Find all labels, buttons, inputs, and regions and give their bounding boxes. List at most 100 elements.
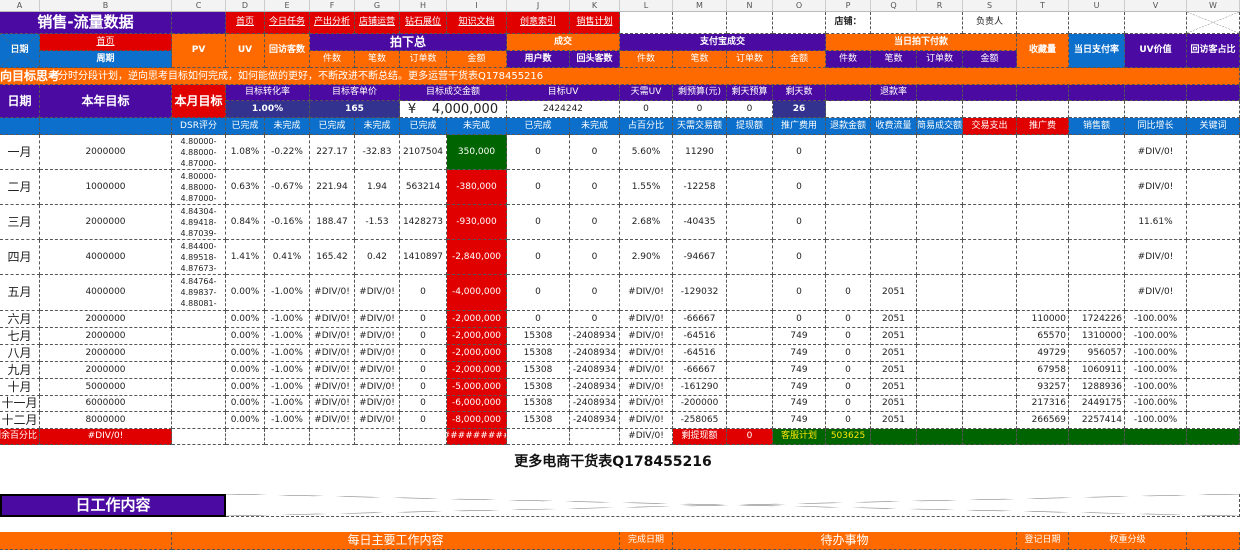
data-cell[interactable]: -0.67% bbox=[265, 170, 310, 205]
column-header[interactable]: P bbox=[826, 0, 871, 12]
data-cell[interactable]: 2107504 bbox=[400, 135, 447, 170]
data-cell[interactable]: #DIV/0! bbox=[620, 379, 673, 396]
data-cell[interactable]: -200000 bbox=[673, 396, 727, 412]
data-cell[interactable] bbox=[963, 311, 1017, 328]
data-cell[interactable]: #DIV/0! bbox=[355, 311, 400, 328]
data-cell[interactable]: 749 bbox=[773, 379, 826, 396]
data-cell[interactable]: 0 bbox=[507, 311, 570, 328]
data-cell[interactable] bbox=[727, 240, 773, 275]
data-cell[interactable]: -380,000 bbox=[447, 170, 507, 205]
data-cell[interactable]: 0 bbox=[507, 275, 570, 311]
data-cell[interactable]: 0.00% bbox=[226, 275, 265, 311]
nav-link[interactable]: 首页 bbox=[226, 12, 265, 34]
data-cell[interactable] bbox=[1017, 275, 1069, 311]
data-cell[interactable]: 2051 bbox=[871, 275, 917, 311]
data-cell[interactable]: 1060911 bbox=[1069, 362, 1125, 379]
data-cell[interactable]: 0 bbox=[773, 275, 826, 311]
data-cell[interactable] bbox=[1187, 396, 1240, 412]
data-cell[interactable]: 0.84% bbox=[226, 205, 265, 240]
data-cell[interactable]: -64516 bbox=[673, 328, 727, 345]
data-cell[interactable]: -1.53 bbox=[355, 205, 400, 240]
year-target-cell[interactable]: 2000000 bbox=[40, 328, 172, 345]
data-cell[interactable] bbox=[727, 205, 773, 240]
column-header[interactable]: T bbox=[1017, 0, 1069, 12]
data-cell[interactable]: -4,000,000 bbox=[447, 275, 507, 311]
data-cell[interactable]: #DIV/0! bbox=[310, 362, 355, 379]
data-cell[interactable]: -100.00% bbox=[1125, 396, 1187, 412]
data-cell[interactable]: 956057 bbox=[1069, 345, 1125, 362]
data-cell[interactable]: 0.63% bbox=[226, 170, 265, 205]
data-cell[interactable] bbox=[1069, 240, 1125, 275]
data-cell[interactable]: -100.00% bbox=[1125, 412, 1187, 429]
data-cell[interactable] bbox=[917, 170, 963, 205]
column-header[interactable]: L bbox=[620, 0, 673, 12]
home-link[interactable]: 首页 bbox=[40, 34, 172, 51]
data-cell[interactable]: -100.00% bbox=[1125, 345, 1187, 362]
data-cell[interactable] bbox=[917, 275, 963, 311]
data-cell[interactable]: 0 bbox=[570, 240, 620, 275]
data-cell[interactable]: #DIV/0! bbox=[355, 275, 400, 311]
data-cell[interactable]: 4.84304- 4.89418- 4.87039- bbox=[172, 205, 226, 240]
data-cell[interactable] bbox=[963, 362, 1017, 379]
data-cell[interactable]: -2,000,000 bbox=[447, 362, 507, 379]
column-header[interactable]: N bbox=[727, 0, 773, 12]
data-cell[interactable]: -100.00% bbox=[1125, 379, 1187, 396]
data-cell[interactable]: 65570 bbox=[1017, 328, 1069, 345]
empty-cell[interactable] bbox=[1187, 101, 1240, 118]
data-cell[interactable]: 2.68% bbox=[620, 205, 673, 240]
data-cell[interactable]: 11290 bbox=[673, 135, 727, 170]
data-cell[interactable] bbox=[917, 379, 963, 396]
data-cell[interactable]: -1.00% bbox=[265, 362, 310, 379]
column-header[interactable]: J bbox=[507, 0, 570, 12]
data-cell[interactable]: 4.80000- 4.88000- 4.87000- bbox=[172, 170, 226, 205]
data-cell[interactable]: -94667 bbox=[673, 240, 727, 275]
data-cell[interactable] bbox=[1187, 275, 1240, 311]
input-cell[interactable] bbox=[673, 12, 727, 34]
data-cell[interactable] bbox=[727, 345, 773, 362]
data-cell[interactable]: -930,000 bbox=[447, 205, 507, 240]
data-cell[interactable]: 0 bbox=[570, 275, 620, 311]
data-cell[interactable]: #DIV/0! bbox=[310, 328, 355, 345]
column-header[interactable]: V bbox=[1125, 0, 1187, 12]
data-cell[interactable]: -2,000,000 bbox=[447, 311, 507, 328]
data-cell[interactable]: 2051 bbox=[871, 328, 917, 345]
data-cell[interactable]: 1724226 bbox=[1069, 311, 1125, 328]
data-cell[interactable]: 0 bbox=[826, 311, 871, 328]
data-cell[interactable] bbox=[917, 345, 963, 362]
data-cell[interactable]: 11.61% bbox=[1125, 205, 1187, 240]
column-header[interactable]: W bbox=[1187, 0, 1240, 12]
data-cell[interactable] bbox=[172, 379, 226, 396]
column-header[interactable]: A bbox=[0, 0, 40, 12]
data-cell[interactable] bbox=[871, 240, 917, 275]
data-cell[interactable]: #DIV/0! bbox=[620, 345, 673, 362]
data-cell[interactable]: -1.00% bbox=[265, 412, 310, 429]
data-cell[interactable]: #DIV/0! bbox=[620, 396, 673, 412]
data-cell[interactable] bbox=[963, 345, 1017, 362]
column-header[interactable]: Q bbox=[871, 0, 917, 12]
data-cell[interactable]: -2,000,000 bbox=[447, 345, 507, 362]
data-cell[interactable]: 0 bbox=[570, 135, 620, 170]
input-cell[interactable] bbox=[1017, 12, 1069, 34]
data-cell[interactable]: 0.00% bbox=[226, 396, 265, 412]
data-cell[interactable]: -66667 bbox=[673, 362, 727, 379]
data-cell[interactable] bbox=[1069, 205, 1125, 240]
year-target-cell[interactable]: 2000000 bbox=[40, 345, 172, 362]
data-cell[interactable]: 2449175 bbox=[1069, 396, 1125, 412]
column-header[interactable]: U bbox=[1069, 0, 1125, 12]
data-cell[interactable]: 749 bbox=[773, 345, 826, 362]
nav-link[interactable]: 销售计划 bbox=[570, 12, 620, 34]
data-cell[interactable]: -40435 bbox=[673, 205, 727, 240]
data-cell[interactable] bbox=[1017, 205, 1069, 240]
data-cell[interactable] bbox=[727, 311, 773, 328]
data-cell[interactable] bbox=[1187, 412, 1240, 429]
data-cell[interactable]: -2408934 bbox=[570, 362, 620, 379]
year-target-cell[interactable]: 2000000 bbox=[40, 205, 172, 240]
data-cell[interactable]: -161290 bbox=[673, 379, 727, 396]
data-cell[interactable] bbox=[1187, 205, 1240, 240]
data-cell[interactable] bbox=[871, 205, 917, 240]
column-header[interactable]: H bbox=[400, 0, 447, 12]
year-target-cell[interactable]: 4000000 bbox=[40, 275, 172, 311]
column-header[interactable]: E bbox=[265, 0, 310, 12]
data-cell[interactable] bbox=[917, 205, 963, 240]
year-target-cell[interactable]: 2000000 bbox=[40, 311, 172, 328]
